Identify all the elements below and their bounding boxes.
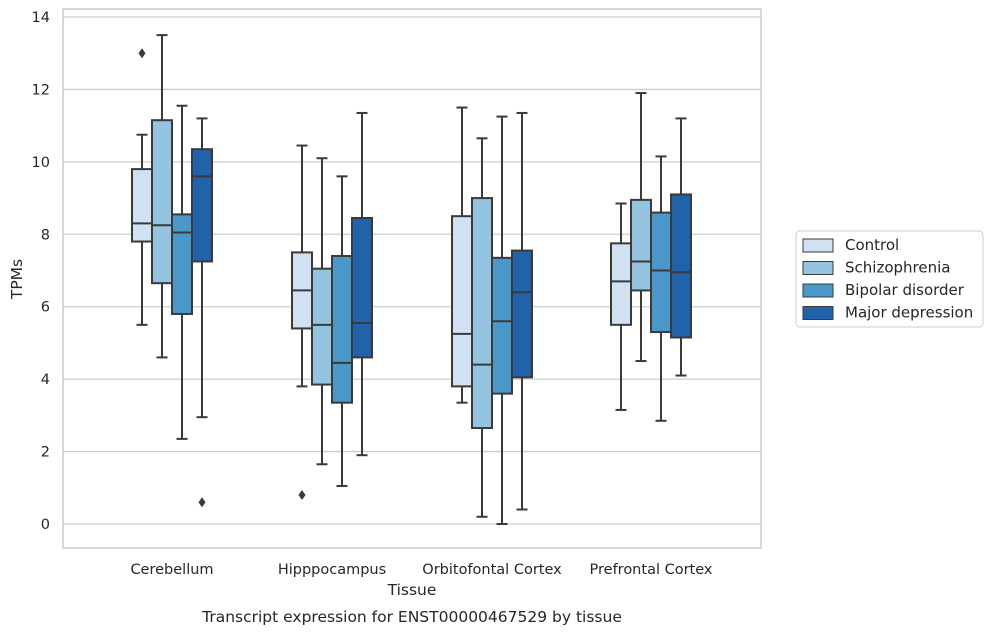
box-control (451, 106, 473, 404)
x-axis-title: Tissue (387, 581, 437, 599)
box-iqr (311, 267, 333, 386)
legend-label: Major depression (845, 304, 973, 322)
box-bipolar-disorder (331, 175, 353, 487)
box-bipolar-disorder (650, 155, 672, 422)
x-tick-label: Prefrontal Cortex (590, 562, 713, 578)
y-axis-title: TPMs (8, 259, 26, 300)
box-iqr (471, 197, 493, 430)
legend-swatch (802, 283, 834, 298)
box-control (131, 48, 153, 326)
legend-frame (795, 230, 984, 328)
box-iqr (451, 215, 473, 388)
outlier-point (198, 497, 206, 508)
legend-item: Bipolar disorder (802, 281, 965, 299)
legend-swatch (802, 306, 834, 320)
outlier-point (298, 490, 306, 501)
box-major-depression (351, 111, 373, 457)
y-tick-label: 6 (41, 300, 50, 316)
box-bipolar-disorder (171, 104, 193, 440)
x-tick-label: Cerebellum (130, 562, 213, 578)
box-iqr (191, 148, 213, 263)
legend: Control Schizophrenia Bipolar disorder Majo… (795, 230, 984, 328)
legend-label: Bipolar disorder (845, 281, 965, 299)
legend-label: Control (845, 236, 899, 254)
box-iqr (331, 255, 353, 404)
legend-label: Schizophrenia (845, 259, 950, 277)
box-iqr (131, 168, 153, 243)
box-iqr (171, 213, 193, 315)
box-schizophrenia (311, 157, 333, 466)
y-tick-label: 14 (32, 10, 50, 26)
y-tick-label: 12 (32, 82, 50, 98)
box-schizophrenia (471, 137, 493, 518)
box-iqr (511, 249, 533, 379)
box-iqr (491, 256, 513, 395)
box-major-depression (670, 117, 692, 377)
box-iqr (610, 242, 632, 326)
box-control (291, 144, 313, 501)
legend-item: Major depression (802, 304, 973, 322)
y-tick-label: 8 (41, 227, 50, 243)
box-major-depression (191, 117, 213, 508)
legend-items: Control Schizophrenia Bipolar disorder Majo… (802, 236, 973, 322)
y-tick-labels: 0 2 4 6 8 10 12 14 (32, 10, 50, 533)
box-schizophrenia (151, 34, 173, 359)
box-major-depression (511, 111, 533, 511)
x-tick-labels: Cerebellum Hipppocampus Orbitofontal Corte… (130, 562, 712, 578)
plot-frame (62, 8, 762, 549)
chart-title: Transcript expression for ENST0000046752… (201, 608, 622, 626)
box-control (610, 202, 632, 411)
legend-swatch (802, 261, 834, 275)
x-tick-label: Hipppocampus (278, 562, 386, 578)
legend-swatch (802, 238, 834, 253)
y-tick-label: 0 (41, 517, 50, 533)
box-iqr (151, 119, 173, 285)
y-tick-label: 2 (41, 445, 50, 461)
box-schizophrenia (630, 92, 652, 363)
box-iqr (670, 193, 692, 339)
plot-marks (131, 34, 692, 525)
legend-item: Schizophrenia (802, 259, 950, 277)
y-tick-label: 4 (41, 372, 50, 388)
x-tick-label: Orbitofontal Cortex (422, 562, 562, 578)
y-tick-label: 10 (32, 155, 50, 171)
box-iqr (650, 211, 672, 334)
box-bipolar-disorder (491, 115, 513, 525)
legend-item: Control (802, 236, 899, 254)
box-iqr (351, 216, 373, 359)
box-iqr (630, 198, 652, 292)
outlier-point (138, 48, 146, 59)
